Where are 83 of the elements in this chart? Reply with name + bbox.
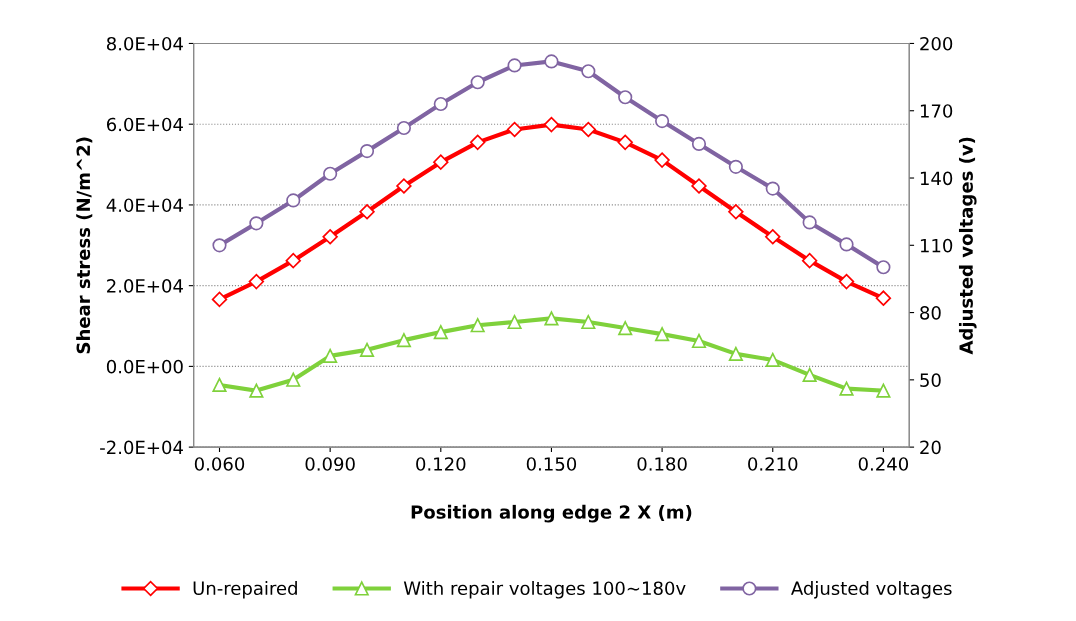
point xyxy=(433,96,448,112)
point xyxy=(801,252,818,269)
point xyxy=(507,314,522,330)
point xyxy=(211,291,228,308)
point xyxy=(396,178,412,194)
point xyxy=(359,144,375,159)
point xyxy=(544,54,559,69)
point xyxy=(691,333,707,349)
y2-tick-label: 140 xyxy=(920,171,953,186)
point xyxy=(876,260,891,275)
point xyxy=(396,333,412,348)
y-tick-label: 0.0E+00 xyxy=(106,359,183,374)
point xyxy=(876,383,891,398)
point xyxy=(248,273,265,290)
point xyxy=(286,193,301,208)
point xyxy=(286,372,301,387)
point xyxy=(581,64,596,79)
point xyxy=(469,134,486,151)
point xyxy=(285,252,301,269)
point xyxy=(617,134,633,151)
x-tick-label: 0.210 xyxy=(748,457,798,471)
y2-tick-label: 110 xyxy=(920,238,953,253)
point xyxy=(433,324,448,340)
point xyxy=(323,166,338,181)
x-tick-label: 0.060 xyxy=(194,457,245,471)
point xyxy=(802,367,817,382)
x-tick-label: 0.150 xyxy=(526,457,577,471)
y-tick-label: -2.0E+04 xyxy=(100,440,183,455)
point xyxy=(728,346,743,361)
point xyxy=(765,181,780,196)
y2-tick-label: 80 xyxy=(920,306,941,320)
point xyxy=(359,342,375,357)
point xyxy=(470,75,485,90)
y-axis-title: Shear stress (N/m^2) xyxy=(76,137,93,354)
y-tick-label: 2.0E+04 xyxy=(107,279,183,293)
point xyxy=(875,290,892,306)
y-tick-label: 4.0E+04 xyxy=(106,198,183,213)
x-axis-title: Position along edge 2 X (m) xyxy=(411,504,692,523)
y2-axis-title: Adjusted voltages (v) xyxy=(958,137,977,355)
point xyxy=(839,237,854,252)
point xyxy=(323,348,338,363)
point xyxy=(249,216,264,231)
point xyxy=(838,273,855,290)
legend-label: Un-repaired xyxy=(193,581,297,599)
point xyxy=(839,381,854,396)
point xyxy=(618,320,633,336)
point xyxy=(655,327,670,342)
point xyxy=(691,178,707,194)
point xyxy=(581,314,596,330)
y2-tick-label: 20 xyxy=(920,440,941,455)
y-tick-label: 6.0E+04 xyxy=(106,117,183,132)
y-tick-label: 8.0E+04 xyxy=(106,36,183,51)
x-tick-label: 0.240 xyxy=(858,457,909,471)
point xyxy=(396,120,412,136)
point xyxy=(359,204,375,220)
point xyxy=(728,204,744,220)
point xyxy=(765,229,781,245)
legend-label: With repair voltages 100~180v xyxy=(403,581,686,599)
y2-tick-label: 200 xyxy=(920,36,953,51)
point xyxy=(655,113,670,129)
legend-label: Adjusted voltages xyxy=(791,581,952,599)
point xyxy=(433,154,449,170)
point xyxy=(212,238,227,253)
point xyxy=(212,377,227,393)
x-tick-label: 0.120 xyxy=(416,457,466,471)
y2-tick-label: 50 xyxy=(920,373,941,387)
y2-tick-label: 170 xyxy=(920,104,953,118)
x-tick-label: 0.180 xyxy=(637,457,687,471)
point xyxy=(249,383,264,398)
point xyxy=(544,311,559,326)
point xyxy=(765,352,780,368)
point xyxy=(802,215,817,230)
point xyxy=(322,229,338,245)
point xyxy=(543,116,560,133)
point xyxy=(507,58,522,73)
point xyxy=(618,90,633,105)
point xyxy=(728,159,743,174)
point xyxy=(654,152,670,168)
point xyxy=(691,136,707,152)
point xyxy=(470,318,485,333)
point xyxy=(580,121,597,138)
point xyxy=(506,121,523,138)
x-tick-label: 0.090 xyxy=(305,457,355,471)
